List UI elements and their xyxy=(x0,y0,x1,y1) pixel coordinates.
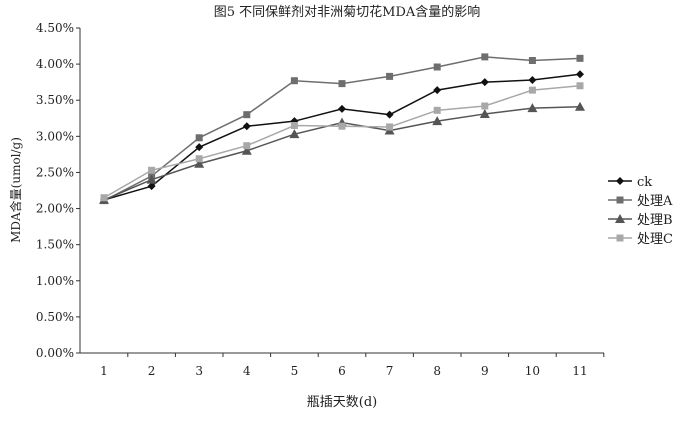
x-tick-label: 4 xyxy=(243,364,251,378)
data-point xyxy=(100,194,108,202)
data-point xyxy=(338,104,346,113)
y-tick-label: 1.50% xyxy=(36,238,74,252)
data-point xyxy=(528,86,536,94)
x-axis-label: 瓶插天数(d) xyxy=(307,395,377,410)
series-2 xyxy=(99,101,585,204)
series-3 xyxy=(100,82,584,202)
y-tick-label: 2.00% xyxy=(36,202,74,216)
data-point xyxy=(527,103,538,113)
data-point xyxy=(481,53,489,61)
legend-item: ck xyxy=(608,175,652,190)
data-point xyxy=(386,72,394,80)
legend-label: ck xyxy=(637,175,652,190)
data-point xyxy=(479,108,490,118)
legend-item: 处理A xyxy=(608,194,673,209)
y-tick-label: 1.00% xyxy=(36,274,74,288)
data-point xyxy=(576,82,584,90)
x-tick-label: 8 xyxy=(433,364,441,378)
data-point xyxy=(242,122,251,131)
data-point xyxy=(433,63,441,71)
y-tick-label: 2.50% xyxy=(36,165,74,179)
x-tick-label: 2 xyxy=(148,364,156,378)
data-point xyxy=(575,101,585,111)
y-tick-label: 4.00% xyxy=(36,57,74,71)
legend-marker xyxy=(615,214,625,223)
data-point xyxy=(241,145,252,155)
y-tick-label: 0.50% xyxy=(36,310,74,324)
data-point xyxy=(433,86,442,95)
y-axis-label: MDA含量(umol/g) xyxy=(8,137,23,243)
legend-item: 处理C xyxy=(608,232,673,247)
data-point xyxy=(146,174,157,184)
data-point xyxy=(433,106,441,114)
data-point xyxy=(147,182,156,191)
x-tick-label: 10 xyxy=(525,364,540,378)
data-point xyxy=(528,76,537,84)
data-point xyxy=(481,102,489,110)
series-0 xyxy=(100,70,584,204)
data-point xyxy=(195,134,203,142)
x-tick-label: 11 xyxy=(572,364,587,378)
data-point xyxy=(290,77,298,85)
x-tick-label: 1 xyxy=(100,364,108,378)
data-point xyxy=(528,57,536,64)
legend-label: 处理A xyxy=(637,194,673,209)
x-tick-label: 9 xyxy=(481,364,489,378)
data-point xyxy=(576,54,584,62)
y-tick-label: 0.00% xyxy=(36,346,74,360)
x-tick-label: 7 xyxy=(386,364,394,378)
series-line xyxy=(103,73,581,201)
data-point xyxy=(289,129,300,139)
legend-marker xyxy=(616,196,624,204)
legend-item: 处理B xyxy=(608,213,673,228)
data-point xyxy=(432,116,443,126)
data-point xyxy=(290,122,298,129)
x-tick-label: 3 xyxy=(195,364,203,378)
series-line xyxy=(103,85,581,199)
data-point xyxy=(386,123,394,131)
data-point xyxy=(194,158,205,168)
data-point xyxy=(576,70,584,79)
x-tick-label: 5 xyxy=(291,364,299,378)
data-point xyxy=(148,166,156,174)
data-point xyxy=(195,143,204,152)
chart-title: 图5 不同保鲜剂对非洲菊切花MDA含量的影响 xyxy=(214,4,481,20)
y-tick-label: 3.00% xyxy=(36,129,74,143)
data-point xyxy=(385,110,394,119)
y-tick-label: 4.50% xyxy=(36,21,74,35)
legend-marker xyxy=(616,234,624,242)
data-point xyxy=(243,142,251,150)
data-point xyxy=(480,78,489,87)
data-point xyxy=(243,111,251,119)
legend-label: 处理C xyxy=(637,232,673,247)
legend-marker xyxy=(616,177,624,185)
legend-label: 处理B xyxy=(637,213,673,228)
data-point xyxy=(338,80,346,88)
y-tick-label: 3.50% xyxy=(36,93,74,107)
data-point xyxy=(195,155,203,163)
x-tick-label: 6 xyxy=(338,364,346,378)
data-point xyxy=(338,122,346,130)
